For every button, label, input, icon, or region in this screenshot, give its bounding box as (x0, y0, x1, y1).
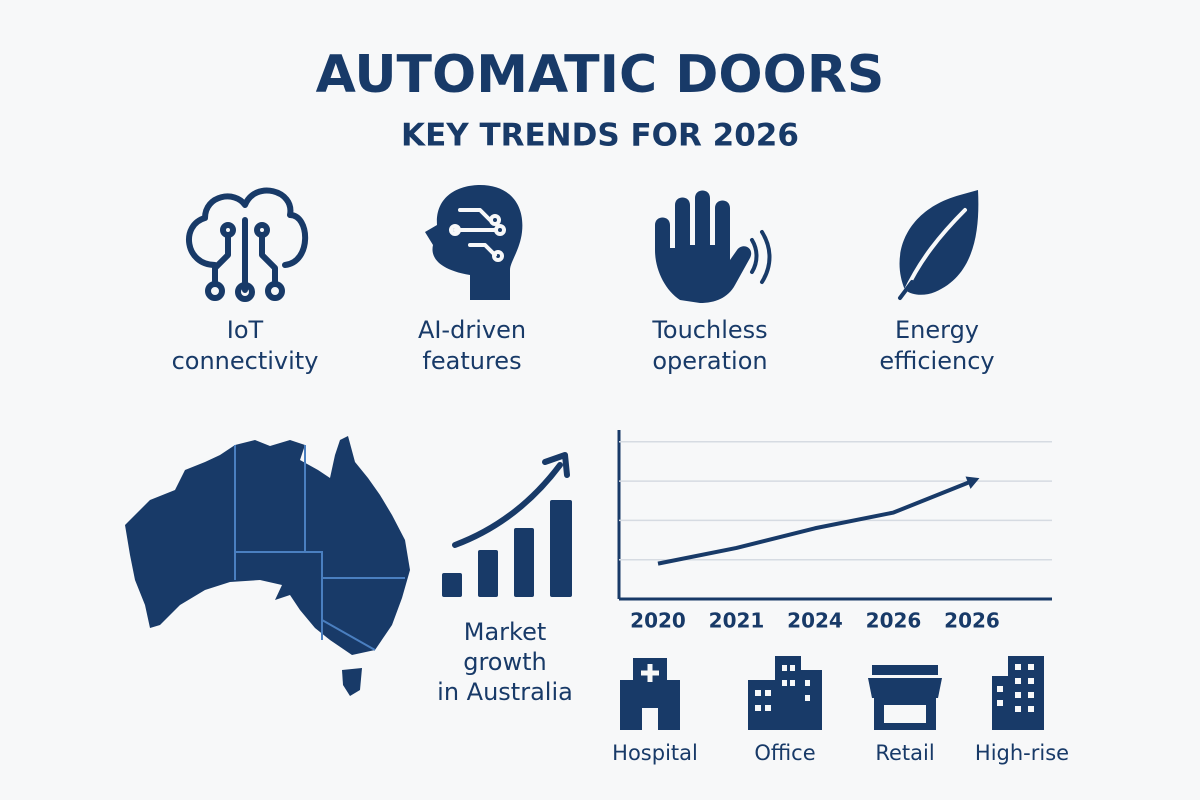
growth-icon (442, 452, 572, 597)
sector-label: Office (754, 741, 815, 765)
trend-label: IoT (227, 316, 264, 344)
ai-icon (425, 185, 523, 300)
touchless-icon (655, 190, 772, 303)
trend-label: connectivity (172, 347, 319, 375)
trend-line (657, 479, 973, 566)
trend-label: AI-driven (418, 316, 526, 344)
trend-label: efficiency (879, 347, 994, 375)
title: AUTOMATIC DOORS (316, 45, 885, 105)
hospital-icon (620, 658, 680, 730)
trend-label: features (422, 347, 521, 375)
market-label-line: Market (464, 618, 547, 646)
market-label-line: growth (463, 648, 547, 676)
sector-label: High-rise (975, 741, 1069, 765)
market-label-line: in Australia (437, 678, 573, 706)
x-tick-label: 2026 (944, 609, 1000, 633)
x-tick-label: 2024 (787, 609, 843, 633)
australia-map (125, 436, 410, 696)
sector-label: Hospital (612, 741, 698, 765)
subtitle: KEY TRENDS FOR 2026 (401, 118, 799, 154)
high-rise-icon (992, 656, 1044, 730)
line-chart: 2020 2021 2024 2026 2026 (619, 441, 1052, 633)
trend-label: operation (652, 347, 767, 375)
x-tick-label: 2026 (866, 609, 922, 633)
iot-icon (186, 187, 309, 302)
trend-label: Energy (895, 316, 979, 344)
office-icon (748, 656, 822, 730)
arrow-head (965, 476, 980, 489)
sector-label: Retail (875, 741, 934, 765)
retail-icon (868, 665, 942, 730)
x-tick-label: 2021 (709, 609, 765, 633)
energy-icon (898, 190, 979, 300)
trend-label: Touchless (651, 316, 767, 344)
x-tick-label: 2020 (630, 609, 686, 633)
